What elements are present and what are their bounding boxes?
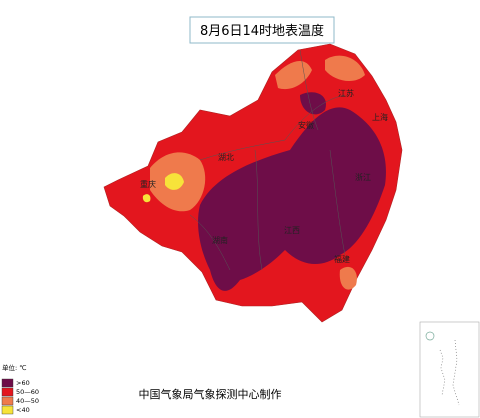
province-label: 上海 [372,112,388,122]
legend-swatch [1,396,14,406]
province-label: 安徽 [298,120,314,130]
legend-swatch [1,378,14,388]
legend-label: 50—60 [16,388,39,396]
zone-warm [325,55,365,82]
inset-map [419,321,480,418]
legend-label: <40 [16,406,30,414]
legend-label: 40—50 [16,397,39,405]
legend-swatch [1,405,14,415]
zone-warm [275,60,312,90]
title: 8月6日14时地表温度 [200,23,324,39]
province-label: 湖南 [212,235,228,245]
legend-unit: 单位: ℃ [2,363,27,372]
zone-hot [300,92,326,115]
province-label: 福建 [334,254,350,264]
footer-credit: 中国气象局气象探测中心制作 [139,387,282,401]
province-label: 浙江 [355,172,371,182]
legend-swatch [1,387,14,397]
zone-warm [339,266,357,290]
province-label: 江苏 [338,88,354,98]
province-label: 湖北 [218,153,234,162]
zone-cool [165,173,184,190]
province-borders [189,49,346,271]
province-label: 重庆 [140,179,156,189]
province-label: 江西 [284,226,300,235]
legend-label: >60 [16,379,30,387]
zone-cool [142,194,151,203]
zone-hot [198,107,386,291]
map [103,43,403,323]
title-box [189,16,335,44]
